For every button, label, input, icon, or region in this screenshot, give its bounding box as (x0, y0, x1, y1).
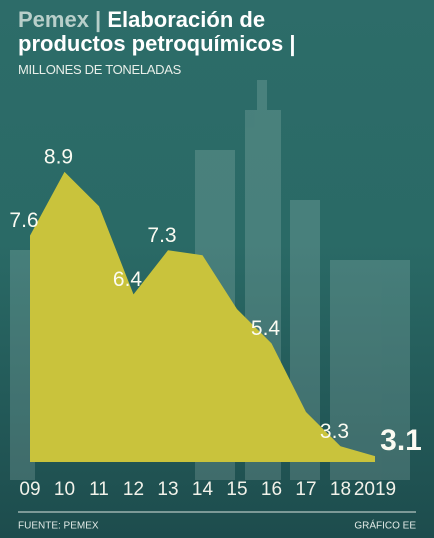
subtitle: MILLONES DE TONELADAS (18, 62, 181, 77)
x-tick-label: 14 (192, 479, 214, 500)
x-tick-label: 10 (54, 479, 75, 500)
x-tick-label: 15 (226, 479, 247, 500)
title-part: Pemex | (18, 7, 102, 32)
value-label: 5.4 (251, 317, 281, 340)
value-label: 8.9 (44, 145, 73, 168)
credit: GRÁFICO EE (354, 519, 416, 532)
chart-title: Pemex | Elaboración de productos petroqu… (18, 8, 348, 56)
x-tick-label: 17 (295, 479, 316, 500)
value-label: 7.6 (9, 209, 38, 232)
x-tick-label: 2019 (354, 479, 396, 500)
value-label: 3.3 (320, 420, 349, 443)
value-label: 6.4 (113, 268, 143, 291)
x-tick-label: 18 (330, 479, 351, 500)
title-part: Elaboración de productos petroquímicos | (18, 7, 296, 56)
x-tick-label: 09 (19, 479, 40, 500)
x-tick-label: 16 (261, 479, 282, 500)
area (30, 171, 375, 462)
value-label: 3.1 (380, 424, 422, 457)
x-tick-label: 12 (123, 479, 144, 500)
x-tick-label: 11 (89, 479, 109, 500)
source: FUENTE: PEMEX (18, 521, 99, 532)
x-tick-label: 13 (157, 479, 178, 500)
value-label: 7.3 (147, 224, 176, 247)
